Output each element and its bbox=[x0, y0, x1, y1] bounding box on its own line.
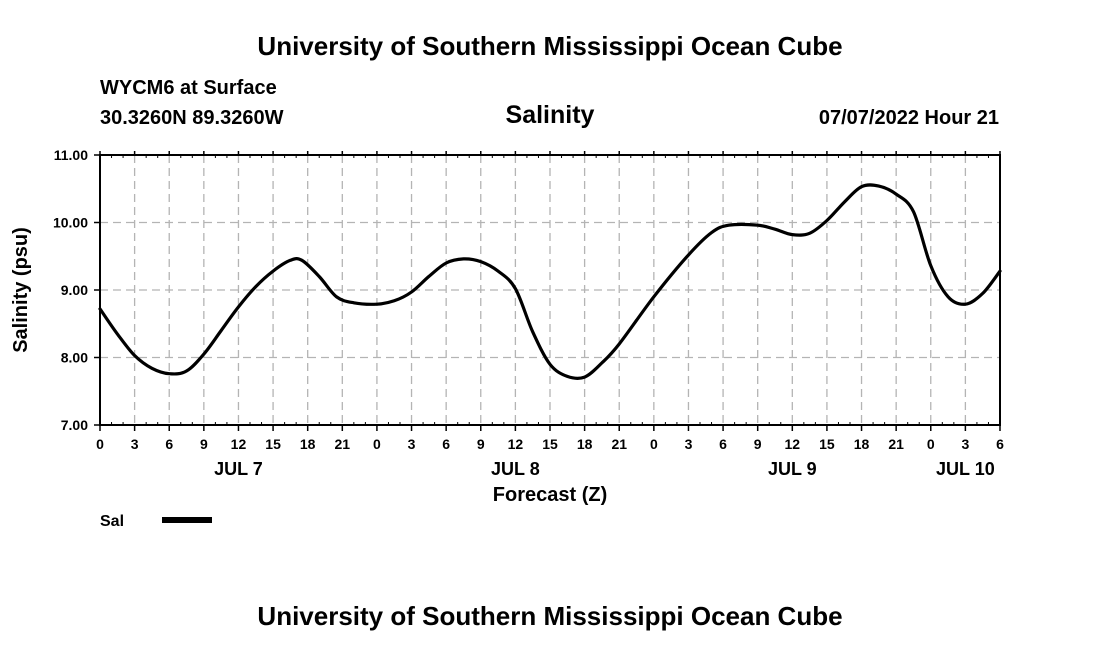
x-tick-label: 3 bbox=[408, 436, 416, 452]
y-tick-labels: 7.00 8.00 9.00 10.00 11.00 bbox=[53, 147, 88, 433]
day-label: JUL 10 bbox=[936, 459, 995, 479]
legend-label: Sal bbox=[100, 513, 124, 530]
station-label: WYCM6 at Surface bbox=[100, 77, 277, 99]
x-tick-label: 9 bbox=[477, 436, 485, 452]
coordinates-label: 30.3260N 89.3260W bbox=[100, 107, 284, 129]
y-tick-label: 7.00 bbox=[61, 417, 88, 433]
grid-lines bbox=[100, 155, 1000, 425]
day-label: JUL 7 bbox=[214, 459, 263, 479]
salinity-series-line bbox=[98, 183, 1002, 380]
x-tick-label: 12 bbox=[231, 436, 247, 452]
x-tick-labels: 0 3 6 9 12 15 18 21 0 3 6 9 12 15 18 21 0 3 6 9 12 15 18 21 0 3 6 bbox=[96, 436, 1004, 452]
x-tick-label: 12 bbox=[785, 436, 801, 452]
x-tick-label: 0 bbox=[650, 436, 658, 452]
x-tick-label: 0 bbox=[96, 436, 104, 452]
x-tick-label: 6 bbox=[719, 436, 727, 452]
x-tick-label: 18 bbox=[577, 436, 593, 452]
y-tick-label: 8.00 bbox=[61, 350, 88, 366]
x-tick-label: 0 bbox=[373, 436, 381, 452]
x-axis-label: Forecast (Z) bbox=[493, 484, 607, 506]
x-tick-label: 6 bbox=[996, 436, 1004, 452]
x-tick-label: 12 bbox=[508, 436, 524, 452]
x-tick-label: 21 bbox=[888, 436, 904, 452]
x-tick-label: 9 bbox=[754, 436, 762, 452]
x-tick-label: 15 bbox=[819, 436, 835, 452]
x-tick-label: 18 bbox=[854, 436, 870, 452]
y-tick-label: 10.00 bbox=[53, 215, 88, 231]
y-tick-label: 11.00 bbox=[54, 147, 88, 163]
x-tick-label: 9 bbox=[200, 436, 208, 452]
x-tick-label: 18 bbox=[300, 436, 316, 452]
x-tick-label: 3 bbox=[961, 436, 969, 452]
day-label: JUL 8 bbox=[491, 459, 540, 479]
x-tick-label: 3 bbox=[685, 436, 693, 452]
axis-ticks bbox=[94, 151, 1001, 431]
y-tick-label: 9.00 bbox=[61, 282, 88, 298]
x-tick-label: 3 bbox=[131, 436, 139, 452]
chart-title: Salinity bbox=[505, 101, 595, 129]
x-tick-label: 21 bbox=[611, 436, 627, 452]
page-title-top: University of Southern Mississippi Ocean… bbox=[257, 31, 843, 61]
x-tick-label: 15 bbox=[542, 436, 558, 452]
x-tick-label: 6 bbox=[165, 436, 173, 452]
plot-frame bbox=[99, 154, 1001, 426]
x-tick-label: 6 bbox=[442, 436, 450, 452]
x-tick-label: 0 bbox=[927, 436, 935, 452]
x-tick-label: 21 bbox=[335, 436, 351, 452]
day-labels: JUL 7 JUL 8 JUL 9 JUL 10 bbox=[214, 459, 995, 479]
day-label: JUL 9 bbox=[768, 459, 817, 479]
page-title-bottom: University of Southern Mississippi Ocean… bbox=[257, 601, 843, 631]
forecast-datetime: 07/07/2022 Hour 21 bbox=[818, 107, 999, 129]
y-axis-label: Salinity (psu) bbox=[10, 227, 32, 353]
x-tick-label: 15 bbox=[265, 436, 281, 452]
